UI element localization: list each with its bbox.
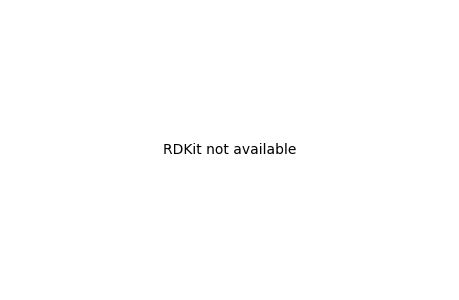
Text: RDKit not available: RDKit not available <box>163 143 296 157</box>
